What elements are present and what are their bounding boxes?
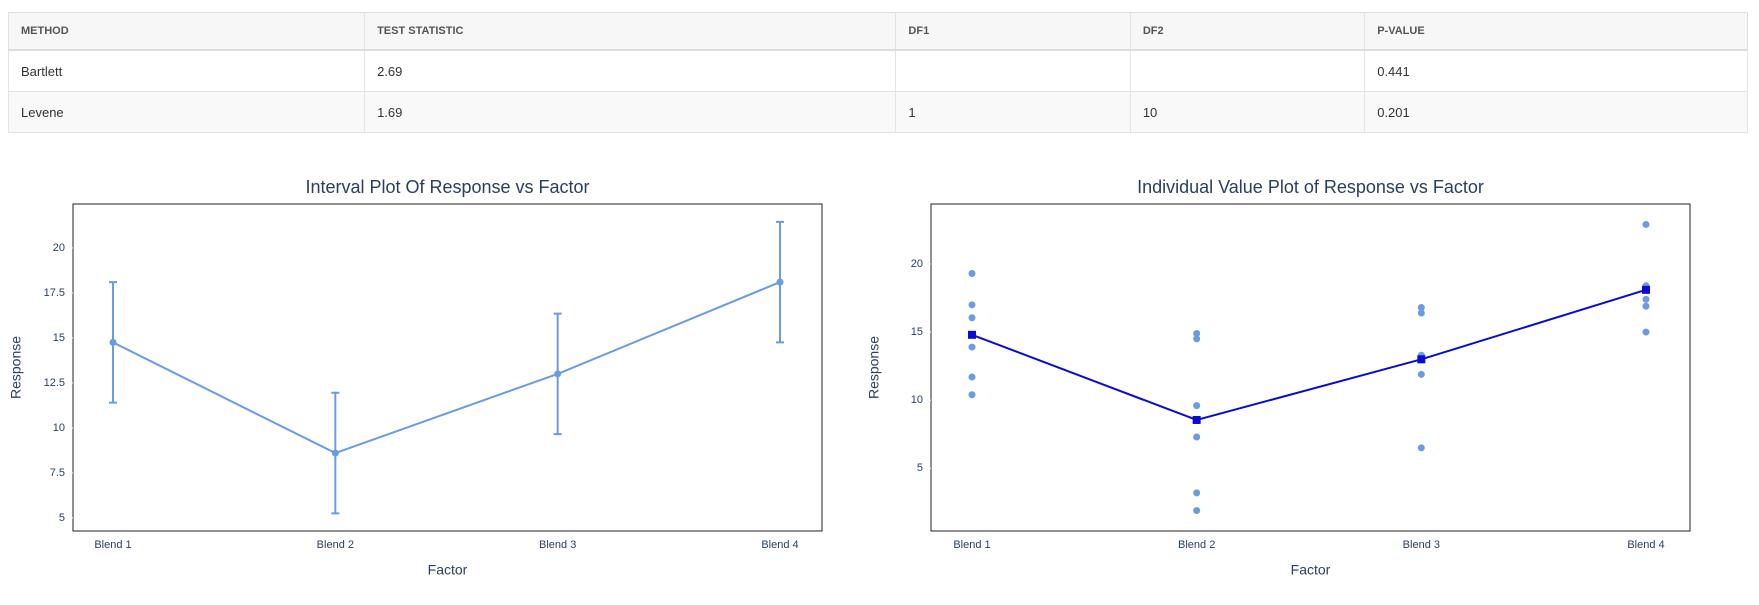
y-axis-label: Response	[8, 336, 24, 399]
x-tick-label: Blend 1	[953, 539, 990, 551]
data-point	[1193, 489, 1201, 497]
mean-point	[554, 370, 562, 378]
x-tick-label: Blend 2	[1178, 539, 1215, 551]
data-point	[1193, 402, 1201, 410]
data-point	[1642, 302, 1650, 310]
data-point	[1193, 507, 1201, 515]
column-header: P-VALUE	[1364, 12, 1748, 51]
x-tick-label: Blend 3	[539, 539, 576, 551]
x-tick-label: Blend 4	[761, 539, 798, 551]
table-cell: Levene	[7, 91, 366, 133]
x-axis-label: Factor	[428, 562, 468, 578]
header-row: METHOD TEST STATISTIC DF1 DF2 P-VALUE	[7, 12, 1748, 51]
y-tick-label: 7.5	[50, 467, 65, 479]
mean-point	[776, 278, 784, 286]
y-tick-label: 15	[53, 332, 65, 344]
data-point	[968, 269, 976, 277]
y-tick-label: 12.5	[44, 377, 65, 389]
mean-line	[971, 288, 1647, 422]
plot-frame	[930, 203, 1691, 532]
x-tick-label: Blend 4	[1627, 539, 1664, 551]
table-cell: 10	[1129, 91, 1366, 133]
data-point	[1642, 295, 1650, 303]
data-point	[1193, 329, 1201, 337]
stats-table: METHOD TEST STATISTIC DF1 DF2 P-VALUE Bartlet…	[7, 12, 1748, 133]
data-point	[968, 391, 976, 399]
table-cell: 0.441	[1364, 49, 1748, 92]
chart-title: Interval Plot Of Response vs Factor	[305, 177, 589, 197]
column-header: DF2	[1129, 12, 1366, 51]
column-header: METHOD	[7, 12, 366, 51]
y-tick-label: 15	[911, 326, 923, 338]
table-row: Levene 1.69 1 10 0.201	[7, 91, 1748, 133]
data-point	[968, 373, 976, 381]
y-tick-label: 10	[911, 394, 923, 406]
data-point	[968, 343, 976, 351]
table-cell	[1129, 49, 1366, 92]
data-point	[1193, 433, 1201, 441]
chart-title: Individual Value Plot of Response vs Fac…	[1137, 177, 1484, 197]
mean-point	[109, 338, 117, 346]
y-tick-label: 10	[53, 422, 65, 434]
data-point	[1417, 309, 1425, 317]
x-tick-label: Blend 1	[94, 539, 131, 551]
data-point	[968, 301, 976, 309]
y-tick-label: 17.5	[44, 287, 65, 299]
x-tick-label: Blend 2	[317, 539, 354, 551]
table-cell: 0.201	[1364, 91, 1748, 133]
y-tick-label: 5	[59, 512, 65, 524]
mean-marker	[1642, 285, 1650, 294]
data-point	[1193, 335, 1201, 343]
table-cell: 1.69	[364, 91, 897, 133]
mean-point	[331, 449, 339, 457]
data-point	[1417, 304, 1425, 312]
mean-marker	[1192, 415, 1201, 424]
data-point	[1417, 444, 1425, 452]
x-tick-label: Blend 3	[1403, 539, 1440, 551]
data-point	[1642, 220, 1650, 228]
y-tick-label: 20	[911, 258, 923, 270]
data-point	[1417, 370, 1425, 378]
y-axis-label: Response	[866, 336, 882, 399]
plot-frame	[72, 203, 823, 532]
table-body: Bartlett 2.69 0.441 Levene 1.69 1 10 0.201	[7, 49, 1748, 133]
x-axis-label: Factor	[1291, 562, 1331, 578]
y-tick-label: 20	[53, 242, 65, 254]
table-cell: 1	[895, 91, 1131, 133]
mean-marker	[968, 330, 976, 339]
data-point	[1642, 328, 1650, 336]
table-cell	[895, 49, 1131, 92]
mean-line	[112, 281, 781, 455]
table-row: Bartlett 2.69 0.441	[7, 49, 1748, 92]
y-tick-label: 5	[917, 462, 923, 474]
column-header: DF1	[895, 12, 1131, 51]
data-point	[968, 314, 976, 322]
mean-marker	[1417, 355, 1426, 364]
